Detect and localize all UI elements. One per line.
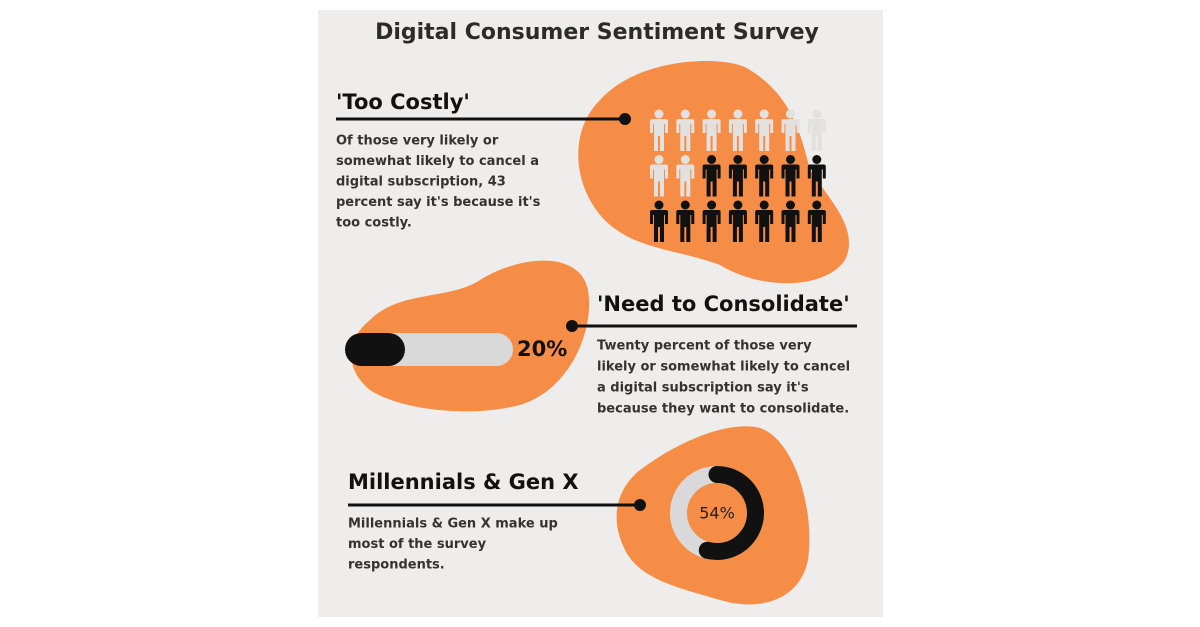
icon-body: [781, 119, 800, 151]
body: Millennials & Gen X make up most of the s…: [348, 517, 558, 573]
body-line: Of those very likely or: [336, 134, 499, 149]
person-icon: [650, 155, 668, 197]
person-icon: [755, 200, 774, 242]
icon-head: [786, 155, 795, 164]
icon-head: [733, 155, 743, 164]
person-icon: [807, 155, 826, 197]
person-icon: [650, 200, 668, 242]
body-line: digital subscription, 43: [336, 175, 506, 190]
icon-head: [759, 109, 769, 119]
body-line: somewhat likely to cancel a: [336, 154, 539, 169]
title: Digital Consumer Sentiment Survey: [375, 20, 819, 45]
blob: [616, 426, 810, 605]
icon-head: [654, 200, 664, 210]
person-icon: [676, 155, 695, 197]
icon-head: [759, 200, 769, 210]
dot: [619, 113, 631, 125]
icon-body: [702, 119, 721, 151]
icon-body: [676, 164, 695, 197]
icon-body: [807, 210, 826, 242]
icon-body: [728, 210, 747, 242]
person-icon: [807, 200, 826, 242]
section-heading: Millennials & Gen X: [348, 470, 579, 494]
icon-head: [680, 200, 690, 210]
icon-body: [755, 119, 774, 151]
person-icon: [702, 200, 721, 242]
icon-head: [733, 200, 743, 210]
icon-body: [807, 119, 826, 151]
icon-body: [702, 210, 721, 242]
donut-arc: [670, 466, 764, 560]
person-icon: [755, 109, 774, 151]
icon-head: [759, 155, 769, 164]
icon-head: [654, 155, 664, 164]
icon-body: [676, 210, 695, 242]
person-icon: [781, 109, 800, 151]
icon-body: [781, 210, 800, 242]
icon-head: [707, 200, 717, 210]
body-line: Millennials & Gen X make up: [348, 517, 558, 532]
icon-head: [786, 200, 795, 210]
donut-label: 54%: [699, 504, 735, 523]
person-icon: [807, 109, 826, 151]
icon-grid: [650, 109, 826, 242]
person-icon: [728, 200, 747, 242]
icon-head: [654, 109, 664, 119]
progress-bar: [345, 333, 405, 366]
body-line: a digital subscription say it's: [597, 381, 809, 396]
icon-body: [728, 119, 747, 151]
body-line: most of the survey: [348, 537, 487, 552]
person-icon: [702, 155, 721, 197]
icon-body: [755, 210, 774, 242]
icon-body: [676, 119, 695, 151]
icon-body: [728, 164, 747, 197]
person-icon: [755, 155, 774, 197]
section-heading: 'Need to Consolidate': [597, 292, 850, 316]
icon-head: [680, 155, 690, 164]
person-icon: [728, 155, 747, 197]
icon-head: [812, 155, 822, 164]
icon-head: [707, 155, 717, 164]
person-icon: [781, 155, 800, 197]
person-icon: [728, 109, 747, 151]
icon-body: [781, 164, 800, 197]
dot: [634, 499, 646, 511]
body: Of those very likely or somewhat likely t…: [336, 134, 541, 231]
icon-head: [707, 109, 717, 119]
icon-head: [812, 109, 822, 119]
icon-body: [807, 164, 826, 197]
body-line: because they want to consolidate.: [597, 402, 849, 417]
body-line: too costly.: [336, 216, 412, 231]
icon-head: [733, 109, 743, 119]
body: Twenty percent of those very likely or so…: [597, 339, 850, 417]
progress-label: 20%: [517, 337, 567, 361]
icon-body: [650, 119, 668, 151]
icon-body: [650, 164, 668, 197]
icon-body: [702, 164, 721, 197]
icon-head: [786, 109, 795, 119]
icon-body: [755, 164, 774, 197]
body-line: likely or somewhat likely to cancel: [597, 360, 850, 375]
body-line: percent say it's because it's: [336, 195, 541, 210]
section-heading: 'Too Costly': [336, 90, 470, 114]
body-line: Twenty percent of those very: [597, 339, 812, 354]
icon-body: [650, 210, 668, 242]
person-icon: [676, 109, 695, 151]
dot: [566, 320, 578, 332]
person-icon: [676, 200, 695, 242]
body-line: respondents.: [348, 558, 445, 573]
person-icon: [781, 200, 800, 242]
icon-head: [680, 109, 690, 119]
icon-head: [812, 200, 822, 210]
person-icon: [650, 109, 668, 151]
person-icon: [702, 109, 721, 151]
